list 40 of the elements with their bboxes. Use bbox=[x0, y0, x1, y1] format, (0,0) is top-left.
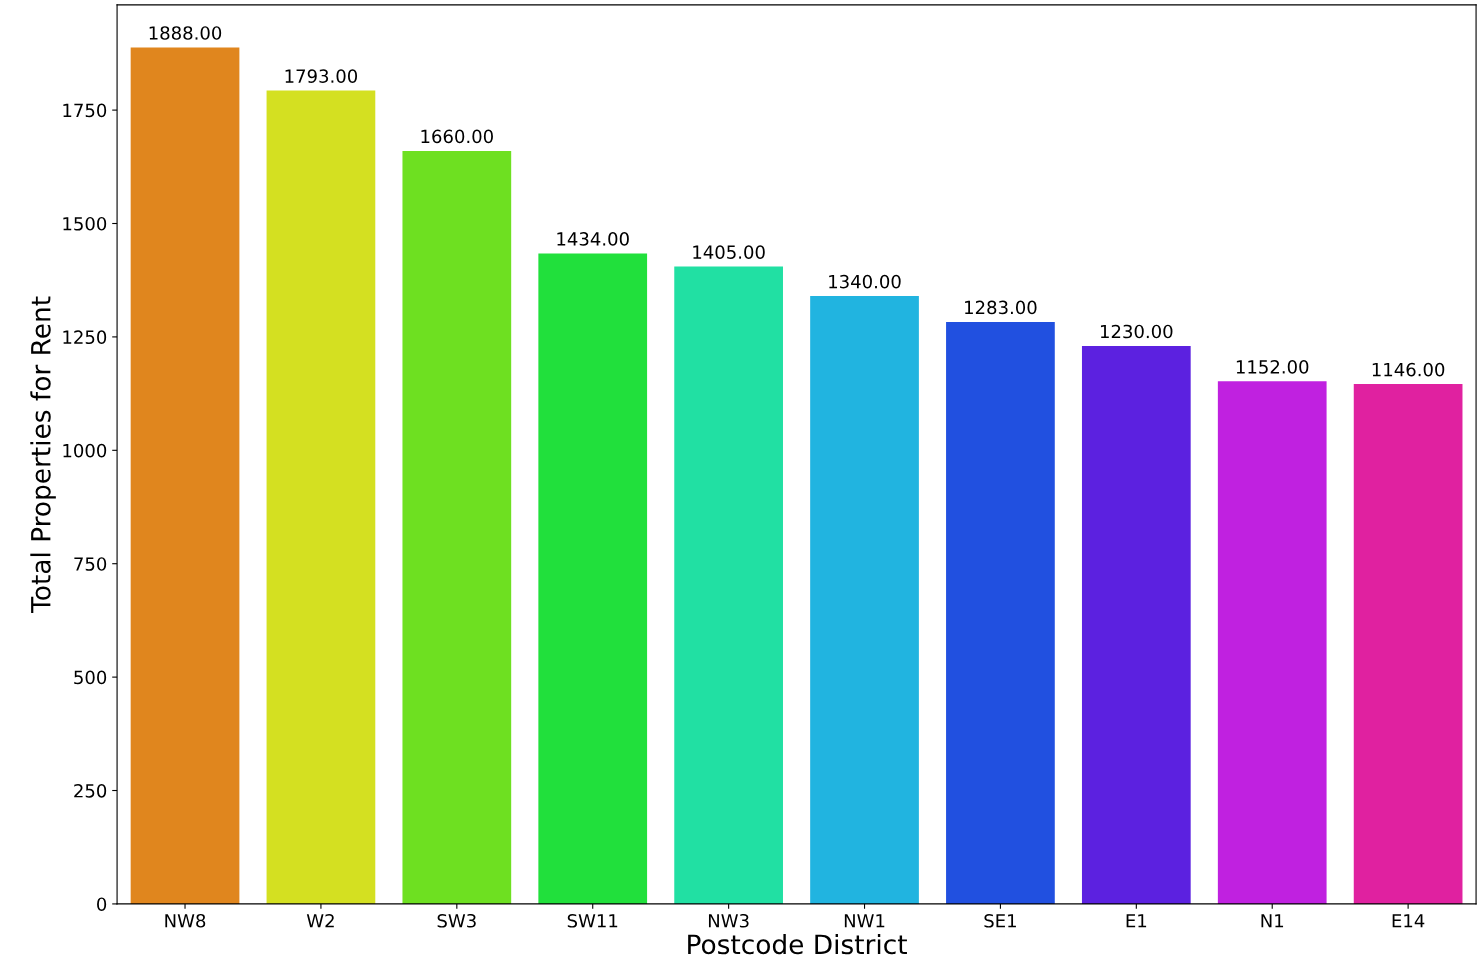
y-tick-label: 1750 bbox=[63, 103, 107, 118]
y-tick-label: 1500 bbox=[63, 216, 107, 231]
data-label: 1230.00 bbox=[1100, 324, 1173, 339]
x-tick-label: E1 bbox=[1126, 914, 1147, 928]
x-tick-label: NW1 bbox=[844, 914, 885, 928]
bar bbox=[674, 266, 783, 904]
y-tick-label: 1250 bbox=[63, 330, 107, 345]
bar bbox=[1217, 381, 1327, 904]
x-tick-label: N1 bbox=[1261, 914, 1284, 928]
data-label: 1888.00 bbox=[149, 26, 222, 40]
bar bbox=[130, 47, 240, 904]
y-axis-title: Total Properties for Rent bbox=[30, 296, 56, 613]
data-label: 1793.00 bbox=[285, 69, 358, 83]
y-tick-label: 750 bbox=[74, 557, 107, 571]
x-tick-label: NW8 bbox=[165, 913, 206, 928]
data-label: 1340.00 bbox=[829, 274, 901, 289]
data-label: 1152.00 bbox=[1236, 360, 1309, 374]
x-axis-title: Postcode District bbox=[688, 933, 907, 955]
bar bbox=[538, 253, 648, 904]
x-tick-label: NW3 bbox=[708, 913, 749, 928]
y-tick-label: 250 bbox=[74, 783, 107, 798]
data-label: 1660.00 bbox=[421, 129, 493, 144]
bar bbox=[402, 150, 512, 904]
bar bbox=[266, 90, 376, 904]
y-tick-label: 0 bbox=[97, 897, 107, 912]
x-tick-label: SE1 bbox=[984, 913, 1016, 928]
x-tick-label: SW3 bbox=[437, 913, 476, 928]
y-tick-label: 1000 bbox=[63, 443, 107, 458]
data-label: 1434.00 bbox=[557, 232, 629, 246]
y-tick-label: 500 bbox=[74, 670, 107, 685]
bar bbox=[810, 296, 919, 904]
x-tick-label: W2 bbox=[306, 913, 334, 928]
data-label: 1146.00 bbox=[1372, 362, 1445, 377]
bar bbox=[1081, 345, 1191, 904]
data-label: 1283.00 bbox=[965, 300, 1037, 315]
data-label: 1405.00 bbox=[693, 245, 765, 259]
bar bbox=[946, 321, 1055, 904]
x-tick-label: E14 bbox=[1392, 914, 1425, 928]
bar bbox=[1353, 384, 1463, 904]
x-tick-label: SW11 bbox=[567, 913, 618, 928]
